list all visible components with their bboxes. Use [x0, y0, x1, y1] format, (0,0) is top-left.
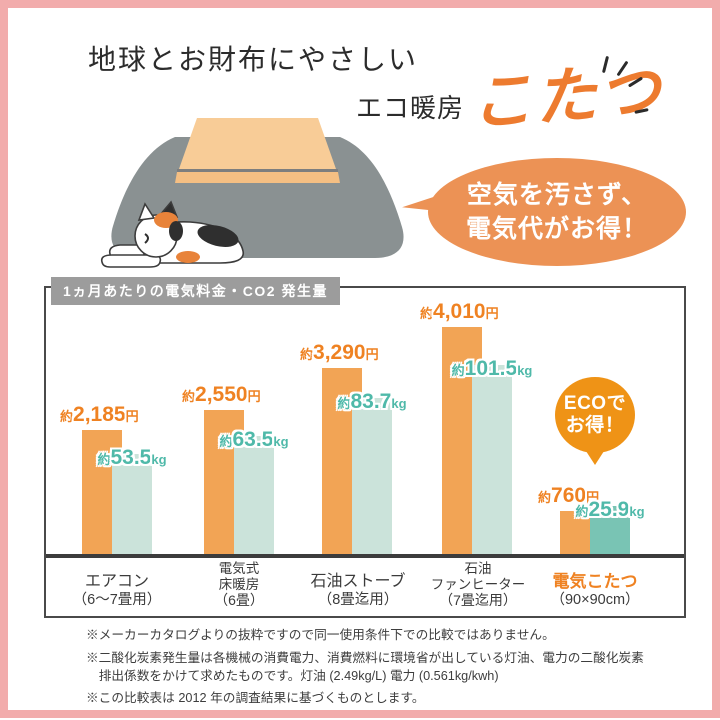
footnote: ※二酸化炭素発生量は各機械の消費電力、消費燃料に環境省が出している灯油、電力の二… [86, 650, 644, 683]
co2-bar [590, 506, 630, 554]
co2-bar [234, 436, 274, 554]
chart-box: 1ヵ月あたりの電気料金・CO2 発生量 約2,185円約53.5kg エアコン （6… [44, 277, 686, 618]
yen-value-label: 約3,290円 [300, 341, 379, 364]
chart-title: 1ヵ月あたりの電気料金・CO2 発生量 [51, 277, 340, 305]
kotatsu-cat-illustration [100, 118, 404, 268]
co2-value-label: 約101.5kg [451, 357, 533, 380]
subtitle-prefix: エコ暖房 [356, 94, 465, 124]
yen-value-label: 約2,185円 [60, 403, 139, 426]
eco-badge-line2: お得！ [565, 415, 625, 436]
chart-plot-area: 約2,185円約53.5kg エアコン （6～7畳用） 約2,550円約63.5kg 電… [46, 288, 684, 616]
category-label: 石油 ファンヒーター （7畳迄用） [430, 560, 526, 609]
category-label: 電気こたつ （90×90cm） [550, 571, 640, 608]
co2-bar [352, 398, 392, 554]
footnotes: ※メーカーカタログよりの抜粋ですので同一使用条件下での比較ではありません。 ※二… [86, 627, 654, 713]
co2-bar [112, 454, 152, 554]
category-label: エアコン （6～7畳用） [72, 573, 162, 608]
yen-value-label: 約760円 [538, 484, 600, 507]
co2-value-label: 約53.5kg [97, 446, 167, 469]
category-label: 石油ストーブ （8畳迄用） [310, 573, 406, 608]
category-label: 電気式 床暖房 （6畳） [214, 560, 264, 609]
speech-bubble-line1: 空気を汚さず、 [466, 180, 648, 210]
co2-bar [472, 365, 512, 554]
footnote: ※この比較表は 2012 年の調査結果に基づくものとします。 [86, 691, 425, 706]
speech-bubble: 空気を汚さず、 電気代がお得！ [428, 158, 686, 266]
co2-value-label: 約83.7kg [337, 390, 407, 413]
yen-value-label: 約2,550円 [182, 383, 261, 406]
eco-badge-line1: ECOで [563, 393, 627, 415]
x-axis-line [46, 554, 684, 558]
co2-value-label: 約25.9kg [575, 498, 645, 521]
eco-badge: ECOで お得！ [555, 377, 635, 453]
yen-value-label: 約4,010円 [420, 300, 499, 323]
eco-badge-tail [584, 448, 606, 465]
page-title: 地球とお財布にやさしい [88, 43, 419, 76]
speech-bubble-line2: 電気代がお得！ [465, 214, 648, 243]
subtitle-kotatsu: こたつ [468, 53, 665, 140]
footnote: ※メーカーカタログよりの抜粋ですので同一使用条件下での比較ではありません。 [86, 628, 555, 642]
co2-value-label: 約63.5kg [219, 428, 289, 451]
